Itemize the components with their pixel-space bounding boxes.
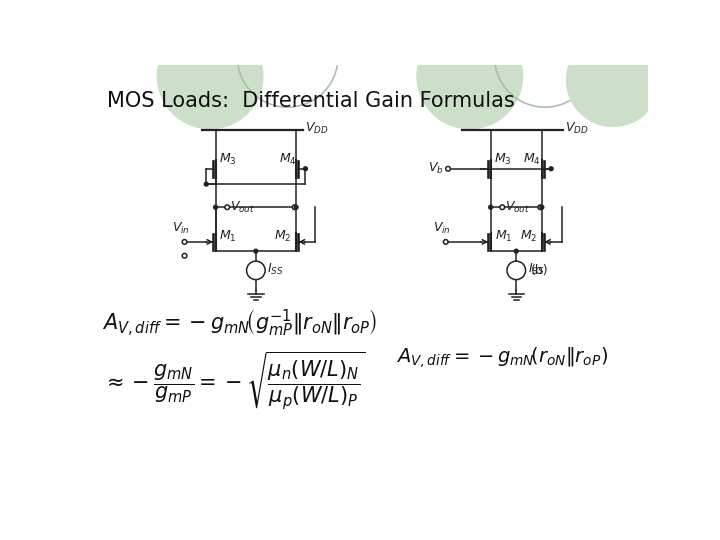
- Circle shape: [567, 34, 660, 126]
- Text: MOS Loads:  Differential Gain Formulas: MOS Loads: Differential Gain Formulas: [107, 91, 515, 111]
- Text: $V_b$: $V_b$: [428, 161, 444, 176]
- Text: $V_{DD}$: $V_{DD}$: [305, 121, 329, 136]
- Text: $V_{in}$: $V_{in}$: [171, 221, 189, 236]
- Text: $M_2$: $M_2$: [274, 228, 292, 244]
- Text: $M_4$: $M_4$: [523, 152, 541, 167]
- Text: $I_{SS}$: $I_{SS}$: [528, 262, 544, 277]
- Circle shape: [500, 205, 505, 210]
- Text: $V_{in}$: $V_{in}$: [433, 221, 451, 236]
- Text: $V_{out}$: $V_{out}$: [230, 200, 256, 215]
- Circle shape: [446, 166, 451, 171]
- Circle shape: [204, 182, 208, 186]
- Text: $M_3$: $M_3$: [220, 152, 237, 167]
- Circle shape: [417, 24, 523, 129]
- Text: $M_3$: $M_3$: [494, 152, 511, 167]
- Circle shape: [304, 167, 307, 171]
- Text: $M_2$: $M_2$: [520, 228, 538, 244]
- Circle shape: [246, 261, 265, 280]
- Text: $M_1$: $M_1$: [220, 228, 237, 244]
- Circle shape: [214, 205, 217, 209]
- Circle shape: [254, 249, 258, 253]
- Circle shape: [182, 240, 187, 244]
- Text: $A_{V,diff} = -g_{mN}\!\left(r_{oN} \| r_{oP}\right)$: $A_{V,diff} = -g_{mN}\!\left(r_{oN} \| r…: [396, 346, 608, 370]
- Text: $I_{SS}$: $I_{SS}$: [267, 262, 284, 277]
- Text: $M_4$: $M_4$: [279, 152, 297, 167]
- Circle shape: [540, 205, 544, 209]
- Circle shape: [294, 205, 298, 209]
- Text: $V_{out}$: $V_{out}$: [505, 200, 531, 215]
- Circle shape: [489, 205, 492, 209]
- Circle shape: [225, 205, 230, 210]
- Circle shape: [514, 249, 518, 253]
- Circle shape: [549, 167, 553, 171]
- Circle shape: [507, 261, 526, 280]
- Circle shape: [538, 205, 543, 210]
- Text: $M_1$: $M_1$: [495, 228, 512, 244]
- Circle shape: [292, 205, 297, 210]
- Text: (b): (b): [531, 264, 549, 277]
- Circle shape: [158, 24, 263, 129]
- Circle shape: [444, 240, 448, 244]
- Text: $V_{DD}$: $V_{DD}$: [565, 121, 589, 136]
- Circle shape: [182, 253, 187, 258]
- Text: $A_{V,diff} = -g_{mN}\!\left(g_{mP}^{-1} \| r_{oN} \| r_{oP}\right)$: $A_{V,diff} = -g_{mN}\!\left(g_{mP}^{-1}…: [102, 307, 377, 338]
- Text: $\approx -\dfrac{g_{mN}}{g_{mP}} = -\sqrt{\dfrac{\mu_n(W/L)_N}{\mu_p(W/L)_P}}$: $\approx -\dfrac{g_{mN}}{g_{mP}} = -\sqr…: [102, 350, 365, 412]
